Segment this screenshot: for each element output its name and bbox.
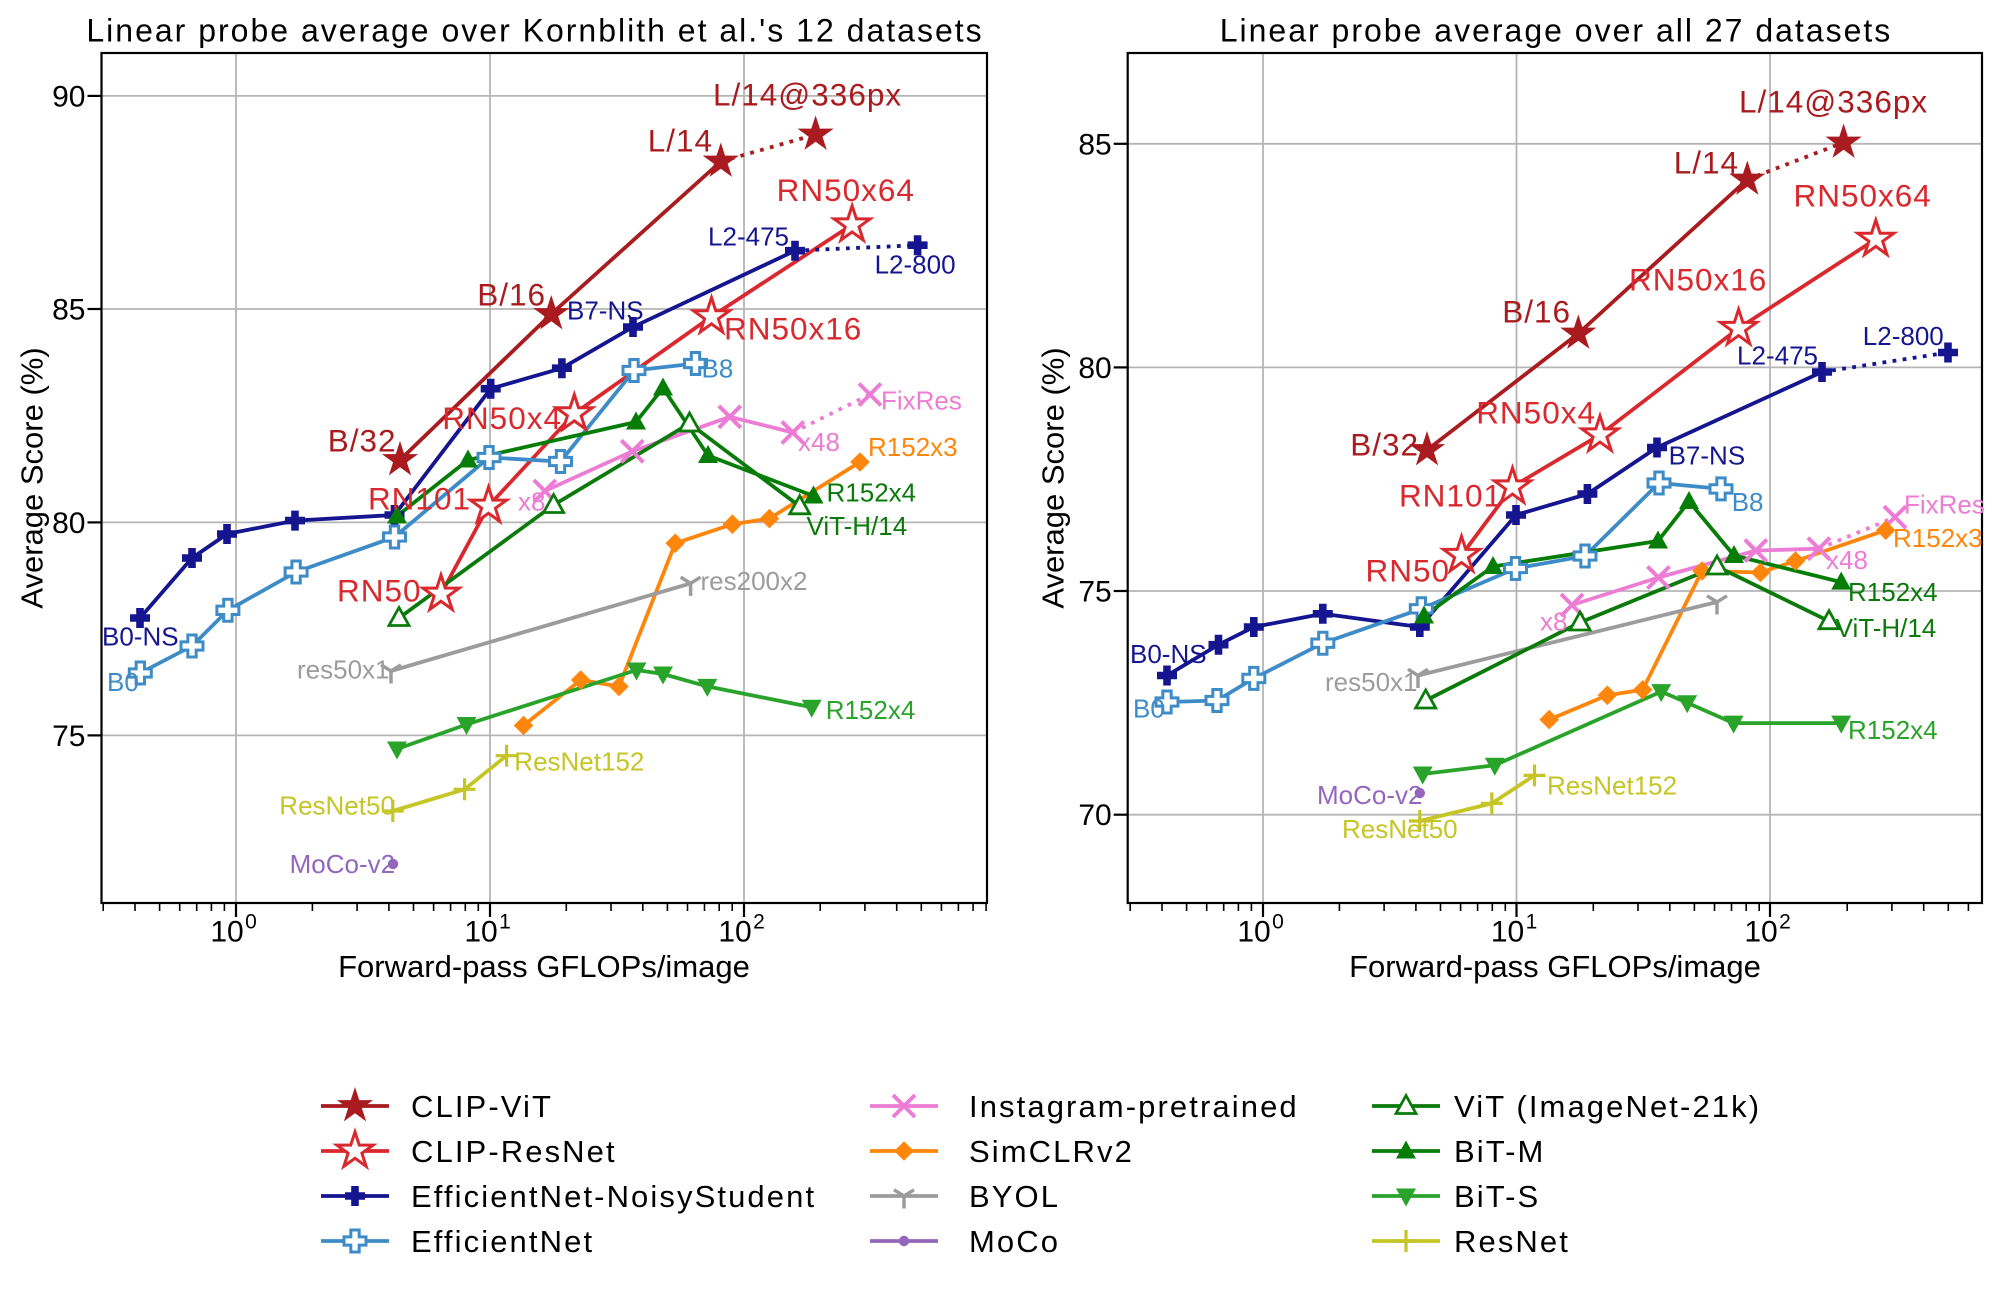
svg-text:RN50: RN50 <box>337 572 422 608</box>
svg-text:B7-NS: B7-NS <box>567 295 644 325</box>
svg-text:L/14: L/14 <box>1674 144 1739 180</box>
svg-text:x48: x48 <box>1826 545 1868 575</box>
svg-text:res50x1: res50x1 <box>1325 667 1418 697</box>
svg-text:L/14@336px: L/14@336px <box>1739 83 1928 119</box>
svg-text:1: 1 <box>499 911 511 934</box>
svg-text:Average Score (%): Average Score (%) <box>15 347 50 608</box>
svg-text:B8: B8 <box>1732 487 1764 517</box>
svg-text:ResNet50: ResNet50 <box>279 790 395 820</box>
svg-text:R152x3: R152x3 <box>1893 523 1983 553</box>
svg-text:R152x4: R152x4 <box>1848 715 1938 745</box>
svg-text:RN50x16: RN50x16 <box>1629 261 1767 297</box>
svg-text:SimCLRv2: SimCLRv2 <box>969 1134 1134 1169</box>
svg-text:B0: B0 <box>1133 693 1165 723</box>
svg-text:ViT-H/14: ViT-H/14 <box>1836 613 1937 643</box>
svg-text:B/16: B/16 <box>477 276 546 312</box>
svg-text:2: 2 <box>753 911 765 934</box>
svg-text:res50x1: res50x1 <box>297 654 390 684</box>
svg-text:L2-475: L2-475 <box>1737 340 1818 370</box>
svg-text:FixRes: FixRes <box>881 385 962 415</box>
svg-text:ResNet: ResNet <box>1454 1224 1570 1259</box>
svg-text:10: 10 <box>718 916 751 949</box>
svg-text:R152x4: R152x4 <box>826 695 916 725</box>
svg-text:80: 80 <box>52 507 85 540</box>
svg-text:ViT (ImageNet-21k): ViT (ImageNet-21k) <box>1454 1089 1761 1124</box>
svg-text:ResNet152: ResNet152 <box>514 746 644 776</box>
svg-text:75: 75 <box>1078 576 1111 609</box>
svg-text:Linear probe average over Korn: Linear probe average over Kornblith et a… <box>86 13 983 49</box>
svg-text:B7-NS: B7-NS <box>1669 440 1746 470</box>
svg-text:FixRes: FixRes <box>1904 489 1985 519</box>
svg-text:x8: x8 <box>1540 606 1567 636</box>
svg-text:R152x4: R152x4 <box>827 477 917 507</box>
svg-text:L2-475: L2-475 <box>708 221 789 251</box>
svg-text:Linear probe average over all: Linear probe average over all 27 dataset… <box>1220 13 1893 49</box>
svg-text:BiT-M: BiT-M <box>1454 1134 1545 1169</box>
svg-text:85: 85 <box>52 294 85 327</box>
svg-text:RN50x64: RN50x64 <box>1794 177 1932 213</box>
svg-text:0: 0 <box>245 911 257 934</box>
svg-text:MoCo-v2: MoCo-v2 <box>1317 780 1422 810</box>
svg-text:Forward-pass GFLOPs/image: Forward-pass GFLOPs/image <box>1349 949 1761 984</box>
svg-text:85: 85 <box>1078 128 1111 161</box>
svg-text:RN101: RN101 <box>1399 477 1502 513</box>
svg-text:CLIP-ViT: CLIP-ViT <box>411 1089 553 1124</box>
svg-text:RN50x64: RN50x64 <box>777 172 915 208</box>
svg-text:B/32: B/32 <box>1350 426 1419 462</box>
svg-text:BYOL: BYOL <box>969 1179 1060 1214</box>
svg-text:RN50: RN50 <box>1365 552 1450 588</box>
svg-text:res200x2: res200x2 <box>701 566 808 596</box>
svg-text:MoCo-v2: MoCo-v2 <box>290 849 395 879</box>
svg-text:10: 10 <box>1744 916 1777 949</box>
svg-text:10: 10 <box>464 916 497 949</box>
svg-text:1: 1 <box>1526 911 1538 934</box>
svg-text:ResNet50: ResNet50 <box>1342 814 1458 844</box>
svg-text:B0-NS: B0-NS <box>1130 639 1207 669</box>
svg-text:2: 2 <box>1779 911 1791 934</box>
svg-text:x48: x48 <box>798 427 840 457</box>
svg-text:EfficientNet-NoisyStudent: EfficientNet-NoisyStudent <box>411 1179 816 1214</box>
svg-text:B0-NS: B0-NS <box>102 621 179 651</box>
svg-text:Average Score (%): Average Score (%) <box>1036 347 1071 608</box>
svg-text:10: 10 <box>1237 916 1270 949</box>
svg-text:RN50x16: RN50x16 <box>724 310 862 346</box>
svg-text:10: 10 <box>210 916 243 949</box>
svg-text:BiT-S: BiT-S <box>1454 1179 1540 1214</box>
svg-text:RN50x4: RN50x4 <box>1476 394 1596 430</box>
svg-text:R152x3: R152x3 <box>868 432 958 462</box>
svg-text:L2-800: L2-800 <box>1863 321 1944 351</box>
svg-text:EfficientNet: EfficientNet <box>411 1224 594 1259</box>
svg-text:RN101: RN101 <box>368 480 471 516</box>
svg-text:B8: B8 <box>702 353 734 383</box>
svg-text:CLIP-ResNet: CLIP-ResNet <box>411 1134 617 1169</box>
svg-text:80: 80 <box>1078 352 1111 385</box>
svg-text:B0: B0 <box>107 667 139 697</box>
svg-text:L2-800: L2-800 <box>875 249 956 279</box>
svg-text:B/32: B/32 <box>328 422 397 458</box>
svg-text:B/16: B/16 <box>1502 293 1571 329</box>
svg-text:ResNet152: ResNet152 <box>1547 770 1677 800</box>
svg-text:70: 70 <box>1078 799 1111 832</box>
svg-text:Instagram-pretrained: Instagram-pretrained <box>969 1089 1299 1124</box>
svg-text:MoCo: MoCo <box>969 1224 1060 1259</box>
svg-text:R152x4: R152x4 <box>1848 577 1938 607</box>
svg-text:75: 75 <box>52 720 85 753</box>
svg-text:90: 90 <box>52 80 85 113</box>
svg-text:x8: x8 <box>518 486 545 516</box>
svg-text:10: 10 <box>1491 916 1524 949</box>
svg-text:Forward-pass GFLOPs/image: Forward-pass GFLOPs/image <box>338 949 750 984</box>
svg-text:RN50x4: RN50x4 <box>442 400 562 436</box>
svg-text:L/14: L/14 <box>648 122 713 158</box>
svg-text:L/14@336px: L/14@336px <box>713 76 902 112</box>
svg-text:ViT-H/14: ViT-H/14 <box>807 511 908 541</box>
svg-text:0: 0 <box>1272 911 1284 934</box>
